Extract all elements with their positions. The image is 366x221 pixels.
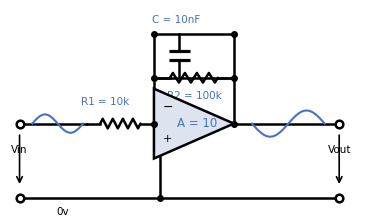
Text: R2 = 100k: R2 = 100k [167, 91, 221, 101]
Text: +: + [163, 134, 172, 144]
Text: R1 = 10k: R1 = 10k [81, 97, 129, 107]
Text: 0v: 0v [57, 206, 70, 217]
Text: Vout: Vout [328, 145, 351, 155]
Polygon shape [154, 89, 234, 158]
Text: Vin: Vin [11, 145, 28, 155]
Text: C = 10nF: C = 10nF [152, 15, 200, 25]
Text: −: − [163, 101, 173, 114]
Text: A = 10: A = 10 [178, 117, 218, 130]
